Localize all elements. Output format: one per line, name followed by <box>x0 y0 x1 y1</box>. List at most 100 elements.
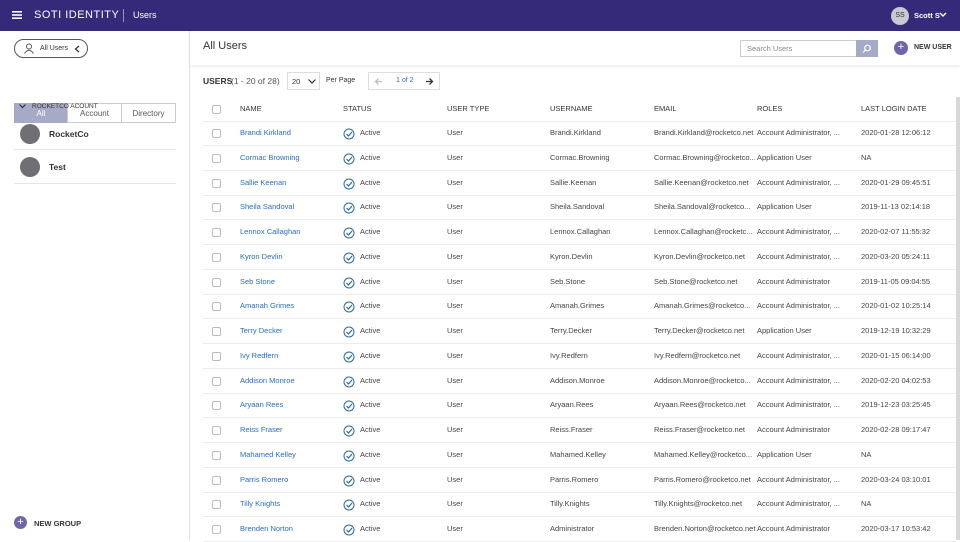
roles: Account Administrator, ... <box>757 400 840 410</box>
column-header[interactable]: USERNAME <box>550 104 593 113</box>
count-range: (1 - 20 of 28) <box>231 76 280 86</box>
row-checkbox[interactable] <box>212 525 221 534</box>
username: Aryaan.Rees <box>550 400 594 410</box>
row-checkbox[interactable] <box>212 351 221 361</box>
check-icon <box>343 425 355 437</box>
search-button[interactable] <box>856 40 878 57</box>
name[interactable]: Parris Romero <box>240 474 289 484</box>
name[interactable]: Brenden Norton <box>240 524 293 533</box>
status: Active <box>360 350 381 360</box>
row-line <box>203 219 956 221</box>
user-type: User <box>447 276 463 286</box>
last-login: 2020-02-07 11:55:32 <box>861 227 931 236</box>
name[interactable]: Cormac Browning <box>240 152 300 162</box>
column-header[interactable]: LAST LOGIN DATE <box>861 104 927 113</box>
row-checkbox[interactable] <box>212 277 221 287</box>
expand-chevron[interactable] <box>19 104 26 109</box>
last-login: 2020-02-20 04:02:53 <box>861 375 931 385</box>
status-icon <box>343 399 355 412</box>
column-header[interactable]: USER TYPE <box>447 104 490 113</box>
row-line <box>203 442 956 443</box>
row-checkbox[interactable] <box>212 203 221 213</box>
select-chevron <box>308 79 316 84</box>
name[interactable]: Lennox Callaghan <box>240 227 301 236</box>
user-type: User <box>447 474 463 484</box>
user-type: User <box>447 251 463 261</box>
status-icon <box>343 449 355 462</box>
user-type: User <box>447 202 463 212</box>
row-line <box>203 293 956 295</box>
separator <box>14 183 176 184</box>
group-name[interactable]: Test <box>49 162 66 172</box>
row-checkbox[interactable] <box>212 450 221 460</box>
prev-page[interactable] <box>374 77 383 86</box>
row-checkbox[interactable] <box>212 129 221 138</box>
check-icon <box>343 277 355 288</box>
status: Active <box>360 152 381 162</box>
row-checkbox[interactable] <box>212 252 221 262</box>
column-header[interactable]: ROLES <box>757 104 783 113</box>
per-page-select[interactable]: 20 <box>287 72 320 90</box>
add-icon[interactable]: + <box>14 516 27 529</box>
email: Brenden.Norton@rocketco.net <box>654 524 756 533</box>
name[interactable]: Tilly Knights <box>240 499 281 509</box>
new-group[interactable]: NEW GROUP <box>34 519 82 528</box>
row-checkbox[interactable] <box>212 475 221 485</box>
status: Active <box>360 128 381 137</box>
email: Ivy.Redfern@rocketco.net <box>654 350 741 360</box>
row-checkbox[interactable] <box>212 426 221 435</box>
row-checkbox[interactable] <box>212 376 221 386</box>
new-user[interactable]: NEW USER <box>914 44 952 51</box>
column-header[interactable]: EMAIL <box>654 104 677 113</box>
row-line <box>203 169 956 171</box>
row-checkbox[interactable] <box>212 228 221 237</box>
user-name[interactable]: Scott S <box>914 11 940 20</box>
status-icon <box>343 251 355 264</box>
name[interactable]: Mahamed Kelley <box>240 449 296 459</box>
add-icon[interactable]: + <box>894 41 908 55</box>
avatar[interactable]: SS <box>891 7 909 25</box>
column-header[interactable]: NAME <box>240 104 262 113</box>
tab[interactable]: Directory <box>121 103 176 123</box>
next-page[interactable] <box>425 77 434 86</box>
username: Parris.Romero <box>550 474 599 484</box>
group-name[interactable]: RocketCo <box>49 129 89 139</box>
last-login: 2019-12-19 10:32:29 <box>861 326 931 335</box>
header-line <box>203 121 956 122</box>
row-checkbox[interactable] <box>212 302 221 312</box>
name[interactable]: Ivy Redfern <box>240 350 279 360</box>
page-title: All Users <box>203 40 248 52</box>
email: Tilly.Knights@rocketco.net <box>654 499 743 509</box>
status-icon <box>343 325 355 338</box>
name[interactable]: Aryaan Rees <box>240 400 284 410</box>
name[interactable]: Amanah Grimes <box>240 301 295 311</box>
name[interactable]: Sallie Keenan <box>240 177 287 187</box>
last-login: 2020-02-28 09:17:47 <box>861 425 931 434</box>
filter-button[interactable]: All Users <box>14 39 88 58</box>
last-login: 2020-03-24 03:10:01 <box>861 474 931 484</box>
name[interactable]: Seb Stone <box>240 276 276 286</box>
row-checkbox[interactable] <box>212 153 221 163</box>
select-all[interactable] <box>212 105 221 114</box>
name[interactable]: Brandi Kirkland <box>240 128 291 137</box>
last-login: NA <box>861 449 872 459</box>
row-checkbox[interactable] <box>212 500 221 510</box>
roles: Account Administrator, ... <box>757 128 840 137</box>
check-icon <box>343 524 355 536</box>
menu-icon[interactable] <box>12 10 22 20</box>
page-indicator: 1 of 2 <box>396 77 414 84</box>
username: Reiss.Fraser <box>550 425 593 434</box>
check-icon <box>343 202 355 214</box>
name[interactable]: Reiss Fraser <box>240 425 283 434</box>
name[interactable]: Kyron Devlin <box>240 251 283 261</box>
user-chevron[interactable] <box>939 12 947 18</box>
name[interactable]: Terry Decker <box>240 326 283 335</box>
name[interactable]: Addison Monroe <box>240 375 295 385</box>
row-checkbox[interactable] <box>212 327 221 336</box>
row-checkbox[interactable] <box>212 178 221 188</box>
name[interactable]: Sheila Sandoval <box>240 202 295 212</box>
column-header[interactable]: STATUS <box>343 104 372 113</box>
row-checkbox[interactable] <box>212 401 221 411</box>
